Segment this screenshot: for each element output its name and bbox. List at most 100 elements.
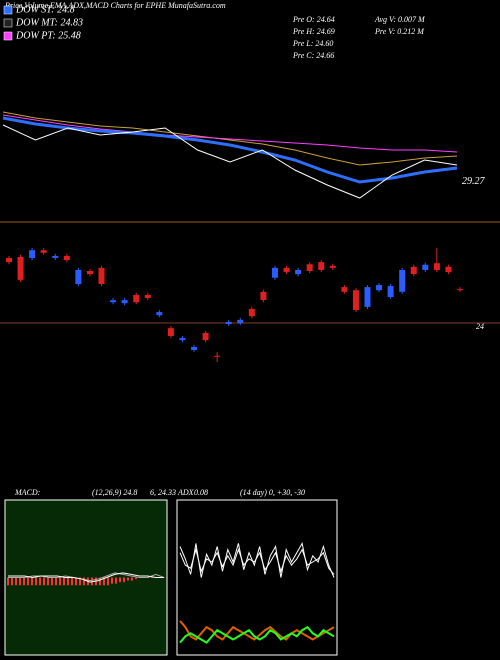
- histogram-bar: [51, 577, 53, 586]
- candle-body: [63, 255, 70, 261]
- candle-body: [191, 346, 198, 351]
- candle-body: [283, 267, 290, 273]
- histogram-bar: [151, 577, 153, 578]
- histogram-bar: [39, 577, 41, 586]
- histogram-bar: [63, 577, 65, 586]
- legend-label: DOW MT: 24.83: [15, 17, 83, 28]
- y-tick-label: 29.27: [462, 176, 486, 187]
- quote-text: Pre V: 0.212 M: [374, 27, 425, 36]
- candle-body: [40, 250, 47, 253]
- series-line: [179, 547, 335, 575]
- adx-params: (14 day) 0, +30, -30: [240, 488, 305, 497]
- histogram-bar: [111, 577, 113, 584]
- histogram-bar: [123, 577, 125, 583]
- legend-swatch: [3, 5, 13, 15]
- histogram-bar: [103, 577, 105, 586]
- candle-body: [237, 319, 244, 323]
- adx-value: 0.08: [194, 488, 208, 497]
- histogram-bar: [55, 577, 57, 586]
- candle-body: [445, 266, 452, 273]
- candle-body: [387, 286, 394, 297]
- legend-label: DOW ST: 24.8: [15, 4, 75, 15]
- candle-body: [121, 300, 128, 304]
- histogram-bar: [15, 577, 17, 586]
- legend-swatch: [3, 18, 13, 28]
- histogram-bar: [119, 577, 121, 583]
- candle-body: [306, 264, 313, 271]
- candle-body: [433, 263, 440, 270]
- candle-body: [29, 250, 36, 258]
- histogram-bar: [99, 577, 101, 586]
- series-line: [2, 124, 458, 199]
- candle-body: [144, 294, 151, 299]
- adx-label: ADX: [177, 488, 195, 497]
- candle-body: [352, 290, 359, 310]
- histogram-bar: [83, 577, 85, 586]
- candle-body: [248, 308, 255, 317]
- histogram-bar: [35, 577, 37, 586]
- chart-title: Price,Volume,EMA,ADX,MACD Charts for EPH…: [4, 1, 226, 10]
- legend-label: DOW PT: 25.48: [15, 30, 81, 41]
- quote-text: Pre O: 24.64: [292, 15, 335, 24]
- candle-body: [98, 267, 105, 284]
- candle-body: [202, 332, 209, 341]
- series-line: [2, 114, 458, 153]
- series-line: [2, 111, 458, 166]
- macd-values: 6, 24.33: [150, 488, 176, 497]
- series-line: [179, 541, 335, 578]
- series-line: [8, 572, 165, 582]
- histogram-bar: [7, 577, 9, 586]
- candle-body: [329, 265, 336, 268]
- candle-body: [410, 266, 417, 275]
- y-tick-label: 24: [476, 322, 484, 331]
- candle-body: [399, 269, 406, 292]
- quote-text: Pre H: 24.69: [292, 27, 335, 36]
- candle-body: [110, 300, 117, 303]
- quote-text: Pre C: 24.66: [292, 51, 334, 60]
- candle-body: [52, 255, 59, 258]
- legend-swatch: [3, 31, 13, 41]
- candle-body: [156, 312, 163, 316]
- candle-body: [271, 267, 278, 278]
- candle-body: [457, 289, 463, 291]
- candle-body: [225, 321, 232, 325]
- quote-text: Pre L: 24.60: [292, 39, 333, 48]
- histogram-bar: [47, 577, 49, 586]
- histogram-bar: [107, 577, 109, 586]
- histogram-bar: [43, 577, 45, 586]
- histogram-bar: [27, 577, 29, 586]
- candle-body: [6, 258, 12, 263]
- histogram-bar: [79, 577, 81, 586]
- candle-body: [214, 355, 221, 357]
- candle-body: [133, 294, 140, 303]
- histogram-bar: [31, 577, 33, 586]
- candle-body: [260, 291, 267, 301]
- histogram-bar: [59, 577, 61, 586]
- candle-body: [295, 269, 302, 275]
- candle-body: [86, 271, 93, 275]
- series-line: [2, 116, 458, 184]
- histogram-bar: [75, 577, 77, 586]
- series-line: [8, 572, 164, 583]
- candle-body: [341, 287, 348, 292]
- candle-body: [364, 287, 371, 307]
- histogram-bar: [19, 577, 21, 586]
- candle-body: [179, 338, 186, 341]
- candle-body: [167, 328, 174, 336]
- macd-label: MACD:: [14, 488, 41, 497]
- histogram-bar: [135, 577, 137, 580]
- candle-body: [17, 256, 24, 280]
- candle-body: [376, 285, 383, 291]
- series-line: [179, 625, 335, 644]
- candle-body: [422, 264, 429, 270]
- histogram-bar: [71, 577, 73, 586]
- histogram-bar: [67, 577, 69, 586]
- histogram-bar: [11, 577, 13, 586]
- histogram-bar: [23, 577, 25, 586]
- candle-body: [318, 262, 325, 270]
- histogram-bar: [131, 577, 133, 581]
- macd-params: (12,26,9) 24.8: [92, 488, 137, 497]
- histogram-bar: [127, 577, 129, 581]
